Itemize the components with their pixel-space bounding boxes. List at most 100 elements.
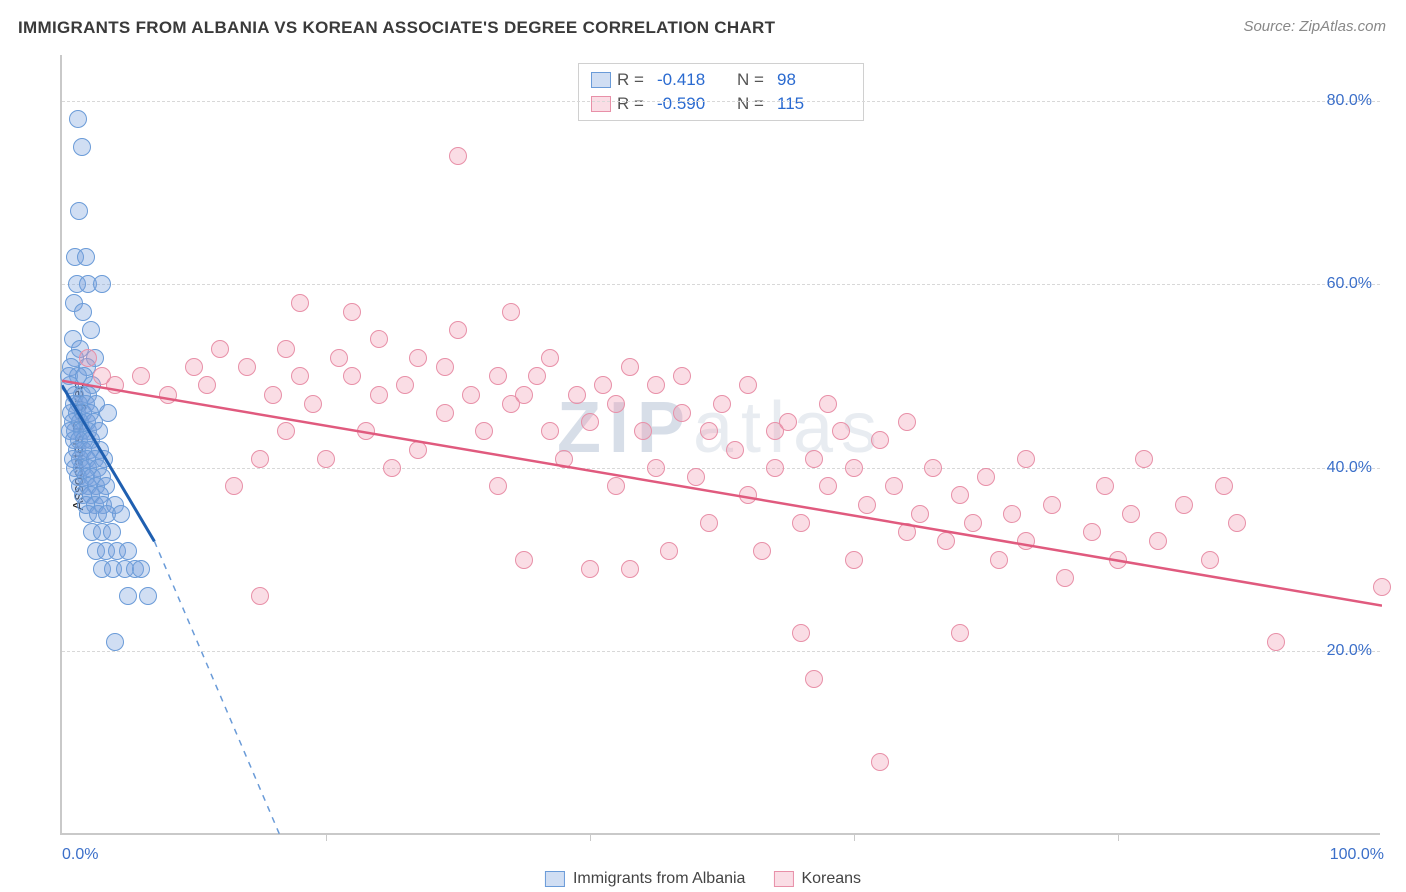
scatter-point-koreans: [343, 303, 361, 321]
scatter-point-koreans: [898, 523, 916, 541]
x-tick-label-max: 100.0%: [1330, 846, 1384, 864]
scatter-point-koreans: [594, 376, 612, 394]
stat-r-value-1: -0.590: [657, 94, 731, 114]
scatter-point-koreans: [805, 670, 823, 688]
scatter-point-koreans: [357, 422, 375, 440]
scatter-point-koreans: [1043, 496, 1061, 514]
scatter-point-albania: [70, 202, 88, 220]
scatter-point-koreans: [937, 532, 955, 550]
stat-n-label: N =: [737, 94, 771, 114]
scatter-point-albania: [139, 587, 157, 605]
scatter-point-koreans: [449, 147, 467, 165]
scatter-point-albania: [82, 321, 100, 339]
x-tick: [854, 833, 855, 841]
scatter-point-koreans: [1149, 532, 1167, 550]
scatter-point-koreans: [515, 551, 533, 569]
scatter-point-koreans: [700, 422, 718, 440]
scatter-point-koreans: [898, 413, 916, 431]
scatter-point-koreans: [713, 395, 731, 413]
scatter-point-koreans: [858, 496, 876, 514]
x-tick: [590, 833, 591, 841]
scatter-point-koreans: [634, 422, 652, 440]
scatter-point-koreans: [238, 358, 256, 376]
scatter-point-albania: [112, 505, 130, 523]
scatter-point-koreans: [343, 367, 361, 385]
gridline-h: [62, 101, 1380, 102]
stat-r-value-0: -0.418: [657, 70, 731, 90]
scatter-point-koreans: [436, 358, 454, 376]
scatter-point-koreans: [990, 551, 1008, 569]
scatter-point-koreans: [106, 376, 124, 394]
scatter-point-koreans: [1003, 505, 1021, 523]
scatter-point-koreans: [581, 560, 599, 578]
plot-area: ZIPatlas R = -0.418 N = 98 R = -0.590 N …: [60, 55, 1380, 835]
scatter-point-koreans: [1017, 532, 1035, 550]
scatter-point-koreans: [79, 349, 97, 367]
scatter-point-koreans: [621, 358, 639, 376]
legend-swatch-1: [773, 871, 793, 887]
x-tick: [1118, 833, 1119, 841]
scatter-point-koreans: [819, 395, 837, 413]
scatter-point-koreans: [951, 624, 969, 642]
y-tick-label: 40.0%: [1327, 459, 1372, 477]
x-tick: [326, 833, 327, 841]
scatter-point-koreans: [409, 441, 427, 459]
scatter-point-koreans: [951, 486, 969, 504]
scatter-point-koreans: [330, 349, 348, 367]
scatter-point-koreans: [607, 395, 625, 413]
scatter-point-koreans: [225, 477, 243, 495]
scatter-point-koreans: [1056, 569, 1074, 587]
scatter-point-koreans: [383, 459, 401, 477]
scatter-point-albania: [106, 633, 124, 651]
scatter-point-koreans: [185, 358, 203, 376]
scatter-point-koreans: [277, 340, 295, 358]
scatter-point-koreans: [304, 395, 322, 413]
scatter-point-koreans: [660, 542, 678, 560]
scatter-point-koreans: [607, 477, 625, 495]
scatter-point-koreans: [1135, 450, 1153, 468]
scatter-point-koreans: [871, 431, 889, 449]
scatter-point-koreans: [409, 349, 427, 367]
stat-row-0: R = -0.418 N = 98: [591, 68, 851, 92]
scatter-point-koreans: [541, 422, 559, 440]
scatter-point-koreans: [541, 349, 559, 367]
scatter-point-koreans: [502, 303, 520, 321]
stat-legend: R = -0.418 N = 98 R = -0.590 N = 115: [578, 63, 864, 121]
y-tick-label: 60.0%: [1327, 275, 1372, 293]
stat-swatch-0: [591, 72, 611, 88]
scatter-point-koreans: [370, 330, 388, 348]
gridline-h: [62, 468, 1380, 469]
bottom-legend: Immigrants from Albania Koreans: [545, 870, 861, 888]
scatter-point-koreans: [673, 367, 691, 385]
scatter-point-koreans: [621, 560, 639, 578]
scatter-point-koreans: [132, 367, 150, 385]
scatter-point-koreans: [264, 386, 282, 404]
scatter-point-koreans: [1109, 551, 1127, 569]
scatter-point-koreans: [964, 514, 982, 532]
scatter-point-koreans: [845, 459, 863, 477]
scatter-point-koreans: [436, 404, 454, 422]
scatter-point-koreans: [1228, 514, 1246, 532]
legend-item-0: Immigrants from Albania: [545, 870, 746, 888]
scatter-point-koreans: [673, 404, 691, 422]
scatter-point-koreans: [871, 753, 889, 771]
scatter-point-koreans: [1175, 496, 1193, 514]
scatter-point-koreans: [924, 459, 942, 477]
legend-label-0: Immigrants from Albania: [573, 870, 746, 888]
scatter-point-albania: [77, 248, 95, 266]
legend-swatch-0: [545, 871, 565, 887]
scatter-point-albania: [119, 542, 137, 560]
scatter-point-koreans: [159, 386, 177, 404]
scatter-point-koreans: [528, 367, 546, 385]
scatter-point-koreans: [819, 477, 837, 495]
scatter-point-koreans: [885, 477, 903, 495]
scatter-point-koreans: [317, 450, 335, 468]
scatter-point-albania: [69, 110, 87, 128]
stat-row-1: R = -0.590 N = 115: [591, 92, 851, 116]
scatter-point-koreans: [792, 624, 810, 642]
scatter-point-koreans: [489, 367, 507, 385]
scatter-point-koreans: [251, 450, 269, 468]
scatter-point-koreans: [1122, 505, 1140, 523]
scatter-point-koreans: [1017, 450, 1035, 468]
scatter-point-koreans: [766, 459, 784, 477]
